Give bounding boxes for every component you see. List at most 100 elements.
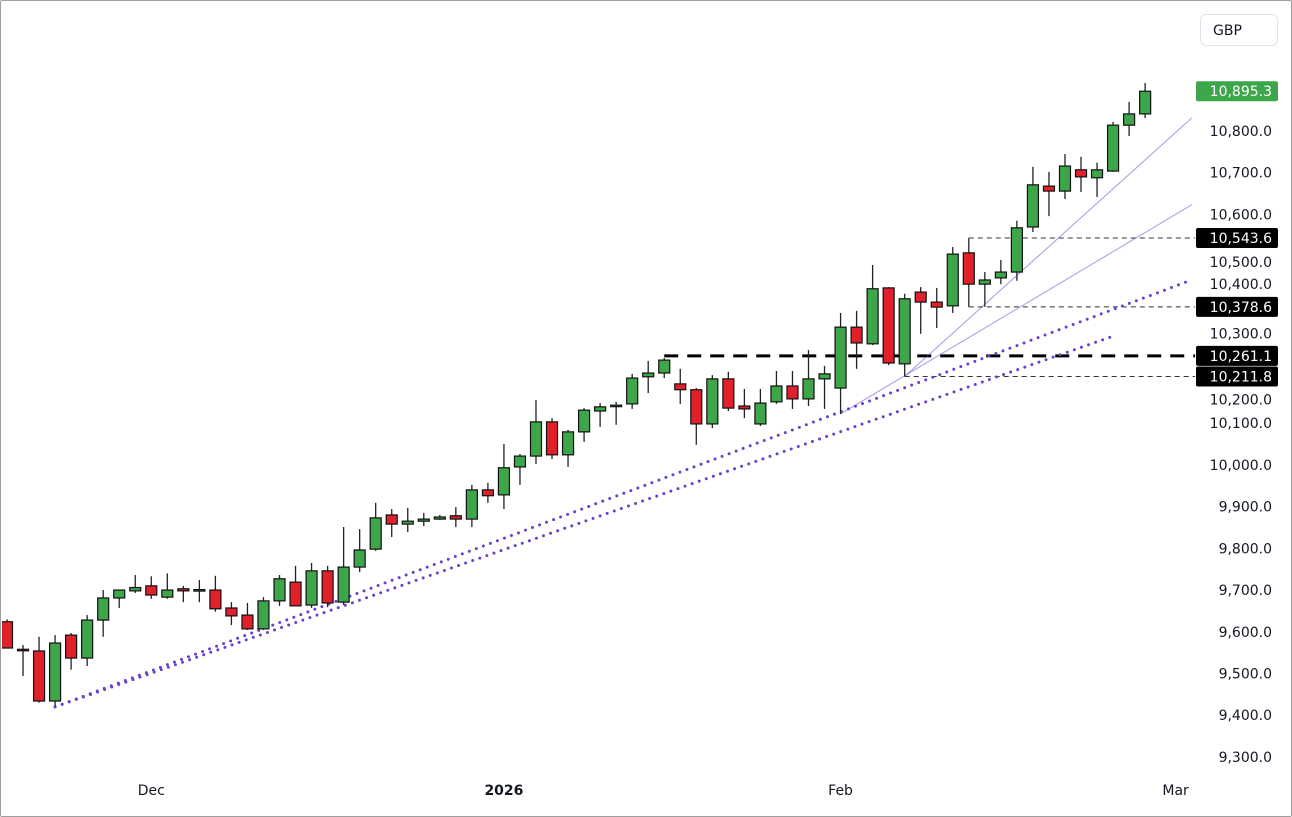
candle-up (818, 365, 831, 409)
candle-down (882, 287, 895, 366)
candle-up (994, 259, 1007, 285)
candle-body (1042, 185, 1056, 192)
candle-up (513, 453, 527, 485)
y-tick-label: 9,700.0 (1219, 583, 1272, 599)
candle-body (866, 288, 879, 345)
candle-up (866, 264, 879, 346)
candle-body (738, 405, 751, 410)
candle-body (273, 578, 286, 602)
candle-up (834, 312, 847, 414)
candle-body (305, 570, 318, 606)
x-tick-label: Feb (828, 783, 853, 799)
candle-body (465, 489, 478, 520)
candle-up (97, 590, 110, 637)
y-tick-label: 9,800.0 (1219, 541, 1272, 557)
y-tick-label: 10,300.0 (1210, 327, 1272, 343)
candle-body (385, 514, 398, 525)
candle-down (145, 576, 158, 599)
candle-body (1122, 113, 1136, 126)
y-tick-label: 10,200.0 (1210, 392, 1272, 408)
candle-body (610, 404, 623, 408)
candle-up (48, 635, 62, 707)
price-tag-label: 10,261.1 (1210, 349, 1272, 365)
candle-up (353, 529, 366, 573)
candle-up (946, 247, 959, 313)
candle-up (642, 360, 655, 394)
candle-body (850, 326, 863, 344)
candle-body (32, 650, 46, 702)
candle-down (786, 370, 799, 409)
candle-body (257, 600, 270, 630)
candle-body (16, 648, 30, 652)
candle-body (1106, 124, 1120, 172)
candle-body (481, 489, 494, 497)
candle-down (674, 368, 687, 404)
candle-body (674, 383, 687, 391)
candle-body (193, 589, 206, 592)
plot-area (2, 83, 1195, 709)
candle-body (241, 614, 254, 630)
candle-body (65, 634, 78, 659)
candle-up (1090, 162, 1104, 197)
candle-body (770, 385, 783, 403)
candle-down (1042, 171, 1056, 217)
y-tick-label: 9,600.0 (1219, 625, 1272, 641)
candle-up (433, 514, 446, 520)
candle-down (321, 565, 334, 608)
candle-down (385, 509, 398, 538)
candle-body (1090, 169, 1104, 179)
candle-body (545, 421, 559, 456)
y-tick-label: 10,400.0 (1210, 277, 1272, 293)
candle-down (1074, 156, 1088, 192)
candle-body (1139, 90, 1152, 115)
y-tick-label: 9,500.0 (1219, 666, 1272, 682)
y-tick-label: 10,100.0 (1210, 416, 1272, 432)
candle-body (690, 389, 703, 425)
candle-down (2, 619, 14, 649)
candle-down (449, 506, 462, 528)
x-tick-label: Dec (138, 783, 165, 799)
thin-trend-line (904, 117, 1193, 377)
candle-up (1106, 121, 1120, 172)
candle-up (770, 370, 783, 404)
candle-body (513, 455, 527, 468)
y-tick-label: 10,600.0 (1210, 207, 1272, 223)
candle-down (65, 633, 78, 670)
candle-up (561, 429, 575, 467)
candle-body (994, 271, 1007, 279)
candle-body (642, 372, 655, 378)
candle-body (113, 589, 126, 599)
y-tick-label: 10,500.0 (1210, 255, 1272, 271)
candle-up (1139, 83, 1152, 119)
candle-up (401, 507, 414, 533)
candle-down (209, 575, 222, 612)
candle-down (177, 585, 190, 603)
candle-down (32, 636, 46, 703)
currency-button[interactable]: GBP (1200, 14, 1278, 46)
candle-body (289, 581, 302, 607)
price-tag-bg (1196, 296, 1278, 317)
price-level-tag: 10,378.6 (1196, 296, 1278, 317)
thin-trend-line (840, 204, 1193, 415)
candle-body (786, 385, 799, 400)
candle-down (481, 482, 494, 503)
candle-down (738, 388, 751, 419)
candle-up (1058, 153, 1072, 200)
candle-up (529, 400, 543, 465)
candle-up (1026, 166, 1040, 232)
price-tag-label: 10,211.8 (1210, 369, 1272, 385)
candle-body (978, 279, 991, 285)
candle-up (129, 575, 142, 593)
candle-up (193, 580, 206, 603)
candle-body (561, 431, 575, 456)
candle-body (369, 517, 382, 550)
candle-body (225, 607, 238, 617)
y-tick-label: 9,400.0 (1219, 708, 1272, 724)
y-tick-label: 10,000.0 (1210, 458, 1272, 474)
candle-body (97, 597, 110, 621)
candle-body (81, 619, 94, 659)
price-level-tag: 10,543.6 (1196, 227, 1278, 248)
candle-body (930, 301, 943, 308)
candle-up (113, 589, 126, 608)
